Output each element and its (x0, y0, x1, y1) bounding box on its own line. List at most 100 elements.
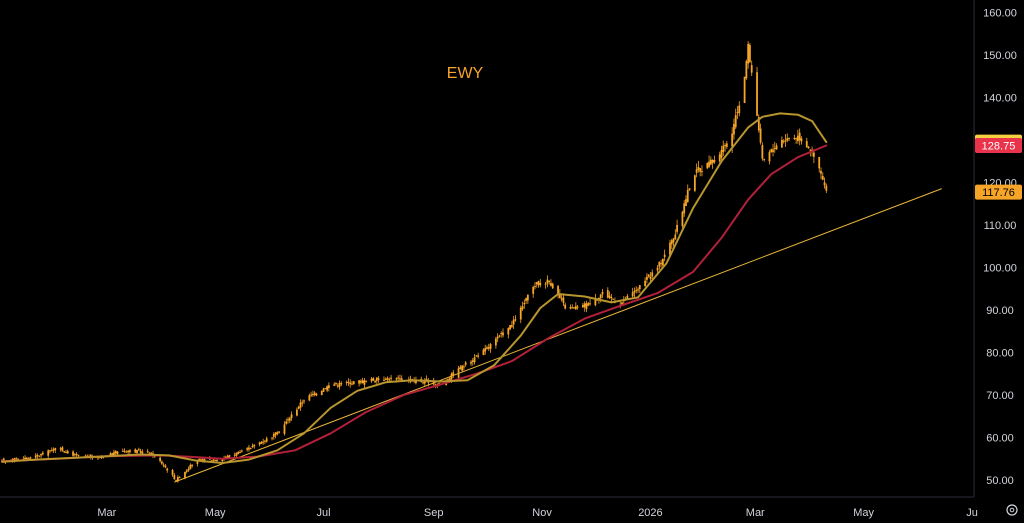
candle-body (251, 445, 254, 448)
candle-body (534, 286, 536, 288)
candle-body (370, 378, 373, 382)
candle-body (656, 267, 659, 271)
candle-body (743, 76, 746, 104)
candle-body (283, 424, 286, 434)
price-tag-label: 117.76 (982, 187, 1015, 199)
candle-body (798, 132, 801, 141)
candle-body (287, 419, 289, 421)
candle-body (129, 450, 131, 453)
candle-body (187, 469, 190, 471)
candle-body (551, 283, 554, 289)
candle-body (544, 283, 547, 285)
candle-body (438, 383, 440, 385)
candle-body (146, 451, 149, 453)
x-tick-label: Mar (746, 507, 765, 519)
candle-body (278, 431, 281, 433)
candle-body (537, 281, 540, 286)
candle-body (386, 377, 389, 380)
candle-body (820, 170, 822, 174)
candle-body (525, 298, 527, 301)
candle-body (72, 451, 74, 456)
candle-body (487, 347, 490, 349)
candle-body (351, 383, 353, 385)
candle-body (1, 459, 3, 461)
y-tick-label: 90.00 (986, 305, 1014, 317)
candle-body (347, 381, 350, 383)
candle-body (461, 365, 464, 371)
candle-body (693, 175, 696, 191)
candle-body (25, 457, 28, 459)
candle-body (272, 434, 275, 437)
candle-body (121, 450, 124, 452)
candle-body (310, 394, 313, 396)
candle-body (734, 115, 737, 128)
candle-body (333, 384, 336, 386)
y-tick-label: 110.00 (984, 220, 1017, 232)
y-tick-label: 100.00 (983, 263, 1017, 275)
candle-body (123, 450, 126, 452)
candle-body (97, 457, 99, 459)
candle-body (585, 303, 588, 310)
candle-body (308, 395, 311, 401)
candle-body (683, 203, 686, 214)
candle-body (512, 319, 515, 325)
candle-body (423, 380, 426, 384)
price-tag-label: 128.75 (982, 140, 1016, 152)
candle-body (482, 349, 485, 356)
candle-body (484, 348, 487, 352)
candle-body (210, 460, 213, 462)
candle-body (647, 274, 650, 277)
candle-body (713, 159, 716, 163)
gear-icon[interactable] (1006, 504, 1018, 516)
x-tick-label: Sep (424, 507, 444, 519)
candle-body (569, 307, 572, 309)
candle-body (77, 454, 80, 456)
candle-body (651, 272, 654, 277)
candle-body (756, 72, 758, 116)
candle-body (557, 286, 559, 295)
candle-body (608, 295, 611, 298)
candle-body (818, 156, 821, 169)
candle-body (558, 293, 561, 299)
candle-body (489, 344, 492, 349)
candle-body (159, 457, 162, 462)
candle-body (509, 325, 511, 330)
candle-body (271, 437, 273, 439)
candle-body (514, 319, 517, 321)
y-tick-label: 160.00 (983, 8, 1017, 20)
candle-body (782, 141, 785, 143)
candle-body (706, 163, 709, 169)
candle-body (34, 455, 37, 458)
candle-body (571, 307, 574, 309)
candle-body (66, 451, 69, 454)
candle-body (576, 306, 579, 308)
plot-area (1, 41, 942, 483)
candle-body (601, 292, 604, 295)
candle-body (658, 262, 661, 267)
candle-body (587, 303, 590, 306)
candle-body (796, 135, 799, 142)
candle-body (599, 294, 602, 299)
y-tick-label: 70.00 (986, 390, 1014, 402)
candle-body (457, 368, 460, 378)
candle-body (139, 450, 142, 453)
candle-body (589, 303, 591, 305)
candle-body (722, 145, 725, 152)
candle-body (447, 379, 449, 381)
candle-body (41, 452, 44, 455)
candle-body (750, 65, 753, 73)
candle-body (670, 240, 673, 245)
candle-body (288, 418, 291, 421)
candle-body (322, 388, 325, 392)
candle-body (228, 455, 231, 458)
candle-body (661, 258, 664, 266)
candle-body (775, 145, 778, 150)
candle-body (264, 440, 266, 442)
candle-body (784, 140, 787, 142)
x-tick-label: Nov (532, 507, 552, 519)
candle-body (276, 431, 279, 434)
sma-fast-line (1, 112, 828, 464)
candle-body (141, 451, 144, 454)
candle-body (800, 138, 803, 142)
candle-body (200, 459, 202, 461)
